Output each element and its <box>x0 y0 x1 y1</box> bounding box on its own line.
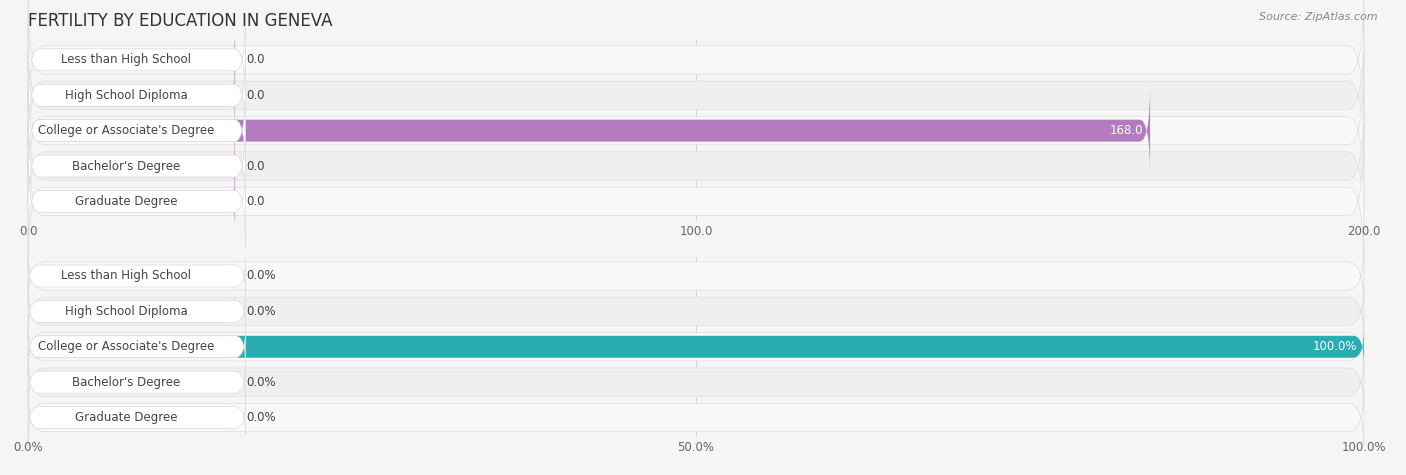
Text: 0.0%: 0.0% <box>246 305 276 318</box>
FancyBboxPatch shape <box>28 131 1364 272</box>
Text: Source: ZipAtlas.com: Source: ZipAtlas.com <box>1260 12 1378 22</box>
FancyBboxPatch shape <box>28 0 1364 131</box>
FancyBboxPatch shape <box>28 14 235 105</box>
Text: College or Associate's Degree: College or Associate's Degree <box>38 124 214 137</box>
FancyBboxPatch shape <box>28 156 246 247</box>
FancyBboxPatch shape <box>28 49 246 141</box>
FancyBboxPatch shape <box>28 354 1364 410</box>
FancyBboxPatch shape <box>28 258 246 293</box>
FancyBboxPatch shape <box>28 60 1364 201</box>
Text: Bachelor's Degree: Bachelor's Degree <box>72 160 180 172</box>
FancyBboxPatch shape <box>28 49 235 141</box>
FancyBboxPatch shape <box>28 389 1364 446</box>
FancyBboxPatch shape <box>28 120 246 212</box>
FancyBboxPatch shape <box>28 247 1364 304</box>
FancyBboxPatch shape <box>28 156 235 247</box>
FancyBboxPatch shape <box>28 400 235 435</box>
Text: High School Diploma: High School Diploma <box>65 305 187 318</box>
Text: Bachelor's Degree: Bachelor's Degree <box>72 376 180 389</box>
Text: 0.0: 0.0 <box>246 53 264 67</box>
Text: 0.0%: 0.0% <box>246 269 276 283</box>
FancyBboxPatch shape <box>28 329 246 364</box>
Text: 0.0%: 0.0% <box>246 376 276 389</box>
FancyBboxPatch shape <box>28 24 1364 166</box>
FancyBboxPatch shape <box>28 400 246 435</box>
Text: Graduate Degree: Graduate Degree <box>75 411 177 424</box>
Text: Less than High School: Less than High School <box>60 269 191 283</box>
FancyBboxPatch shape <box>28 318 1364 375</box>
FancyBboxPatch shape <box>28 85 246 176</box>
Text: 100.0%: 100.0% <box>1313 340 1357 353</box>
FancyBboxPatch shape <box>28 258 235 293</box>
FancyBboxPatch shape <box>28 365 246 399</box>
Text: High School Diploma: High School Diploma <box>65 89 187 102</box>
FancyBboxPatch shape <box>28 294 246 329</box>
Text: Less than High School: Less than High School <box>60 53 191 67</box>
Text: FERTILITY BY EDUCATION IN GENEVA: FERTILITY BY EDUCATION IN GENEVA <box>28 12 333 30</box>
FancyBboxPatch shape <box>28 329 1364 364</box>
Text: 0.0: 0.0 <box>246 89 264 102</box>
Text: 0.0%: 0.0% <box>246 411 276 424</box>
Text: 0.0: 0.0 <box>246 160 264 172</box>
FancyBboxPatch shape <box>28 14 246 105</box>
FancyBboxPatch shape <box>28 365 235 399</box>
FancyBboxPatch shape <box>28 294 235 329</box>
Text: 168.0: 168.0 <box>1109 124 1143 137</box>
Text: College or Associate's Degree: College or Associate's Degree <box>38 340 214 353</box>
Text: 0.0: 0.0 <box>246 195 264 208</box>
FancyBboxPatch shape <box>28 85 1150 176</box>
FancyBboxPatch shape <box>28 95 1364 237</box>
FancyBboxPatch shape <box>28 120 235 212</box>
FancyBboxPatch shape <box>28 283 1364 340</box>
Text: Graduate Degree: Graduate Degree <box>75 195 177 208</box>
